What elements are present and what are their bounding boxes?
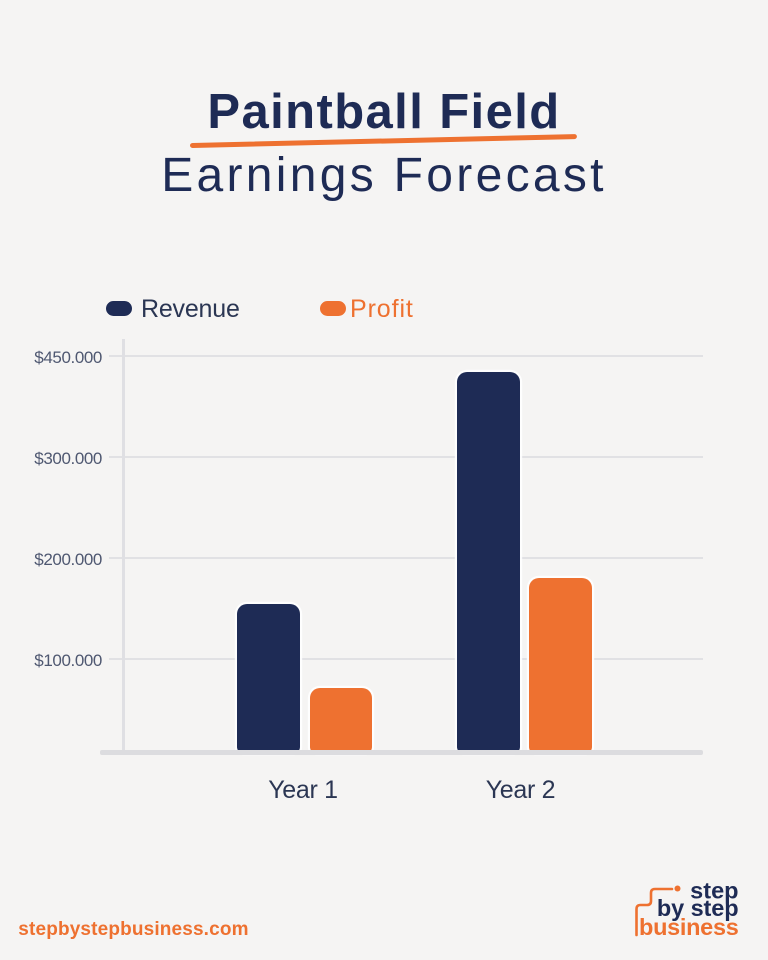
svg-text:step: step bbox=[690, 878, 738, 904]
svg-text:by step: by step bbox=[657, 895, 739, 921]
svg-text:business: business bbox=[639, 914, 739, 940]
